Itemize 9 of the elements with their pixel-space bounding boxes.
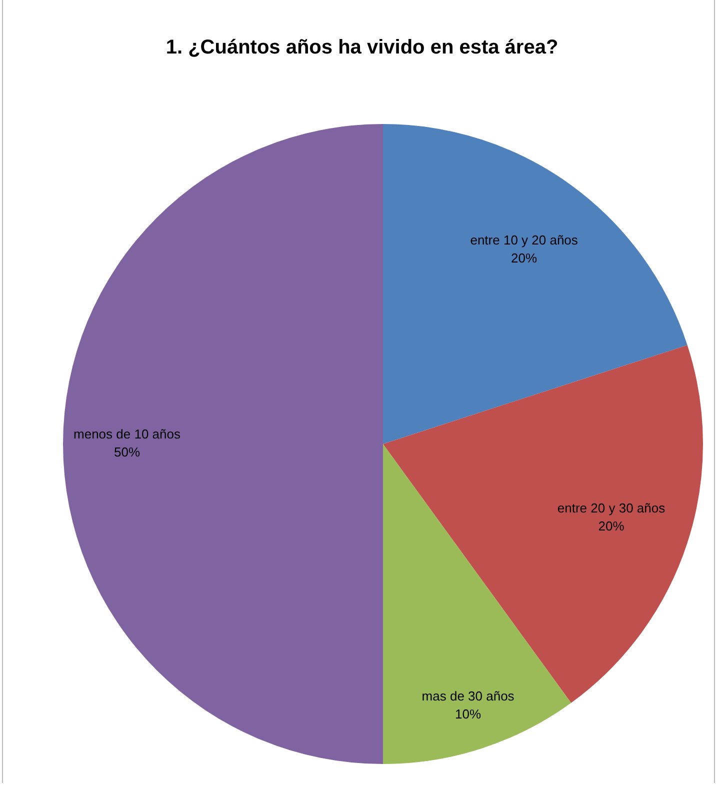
data-label: 20% xyxy=(511,250,538,266)
data-label: 20% xyxy=(598,518,625,534)
slice-label: menos de 10 años xyxy=(74,426,181,442)
slice-label: entre 10 y 20 años xyxy=(470,232,578,248)
chart-title: 1. ¿Cuántos años ha vivido en esta área? xyxy=(166,36,558,59)
slice-label: entre 20 y 30 años xyxy=(557,500,666,516)
data-label: 50% xyxy=(114,444,140,460)
slice-label: mas de 30 años xyxy=(422,688,515,704)
data-label: 10% xyxy=(455,706,482,722)
